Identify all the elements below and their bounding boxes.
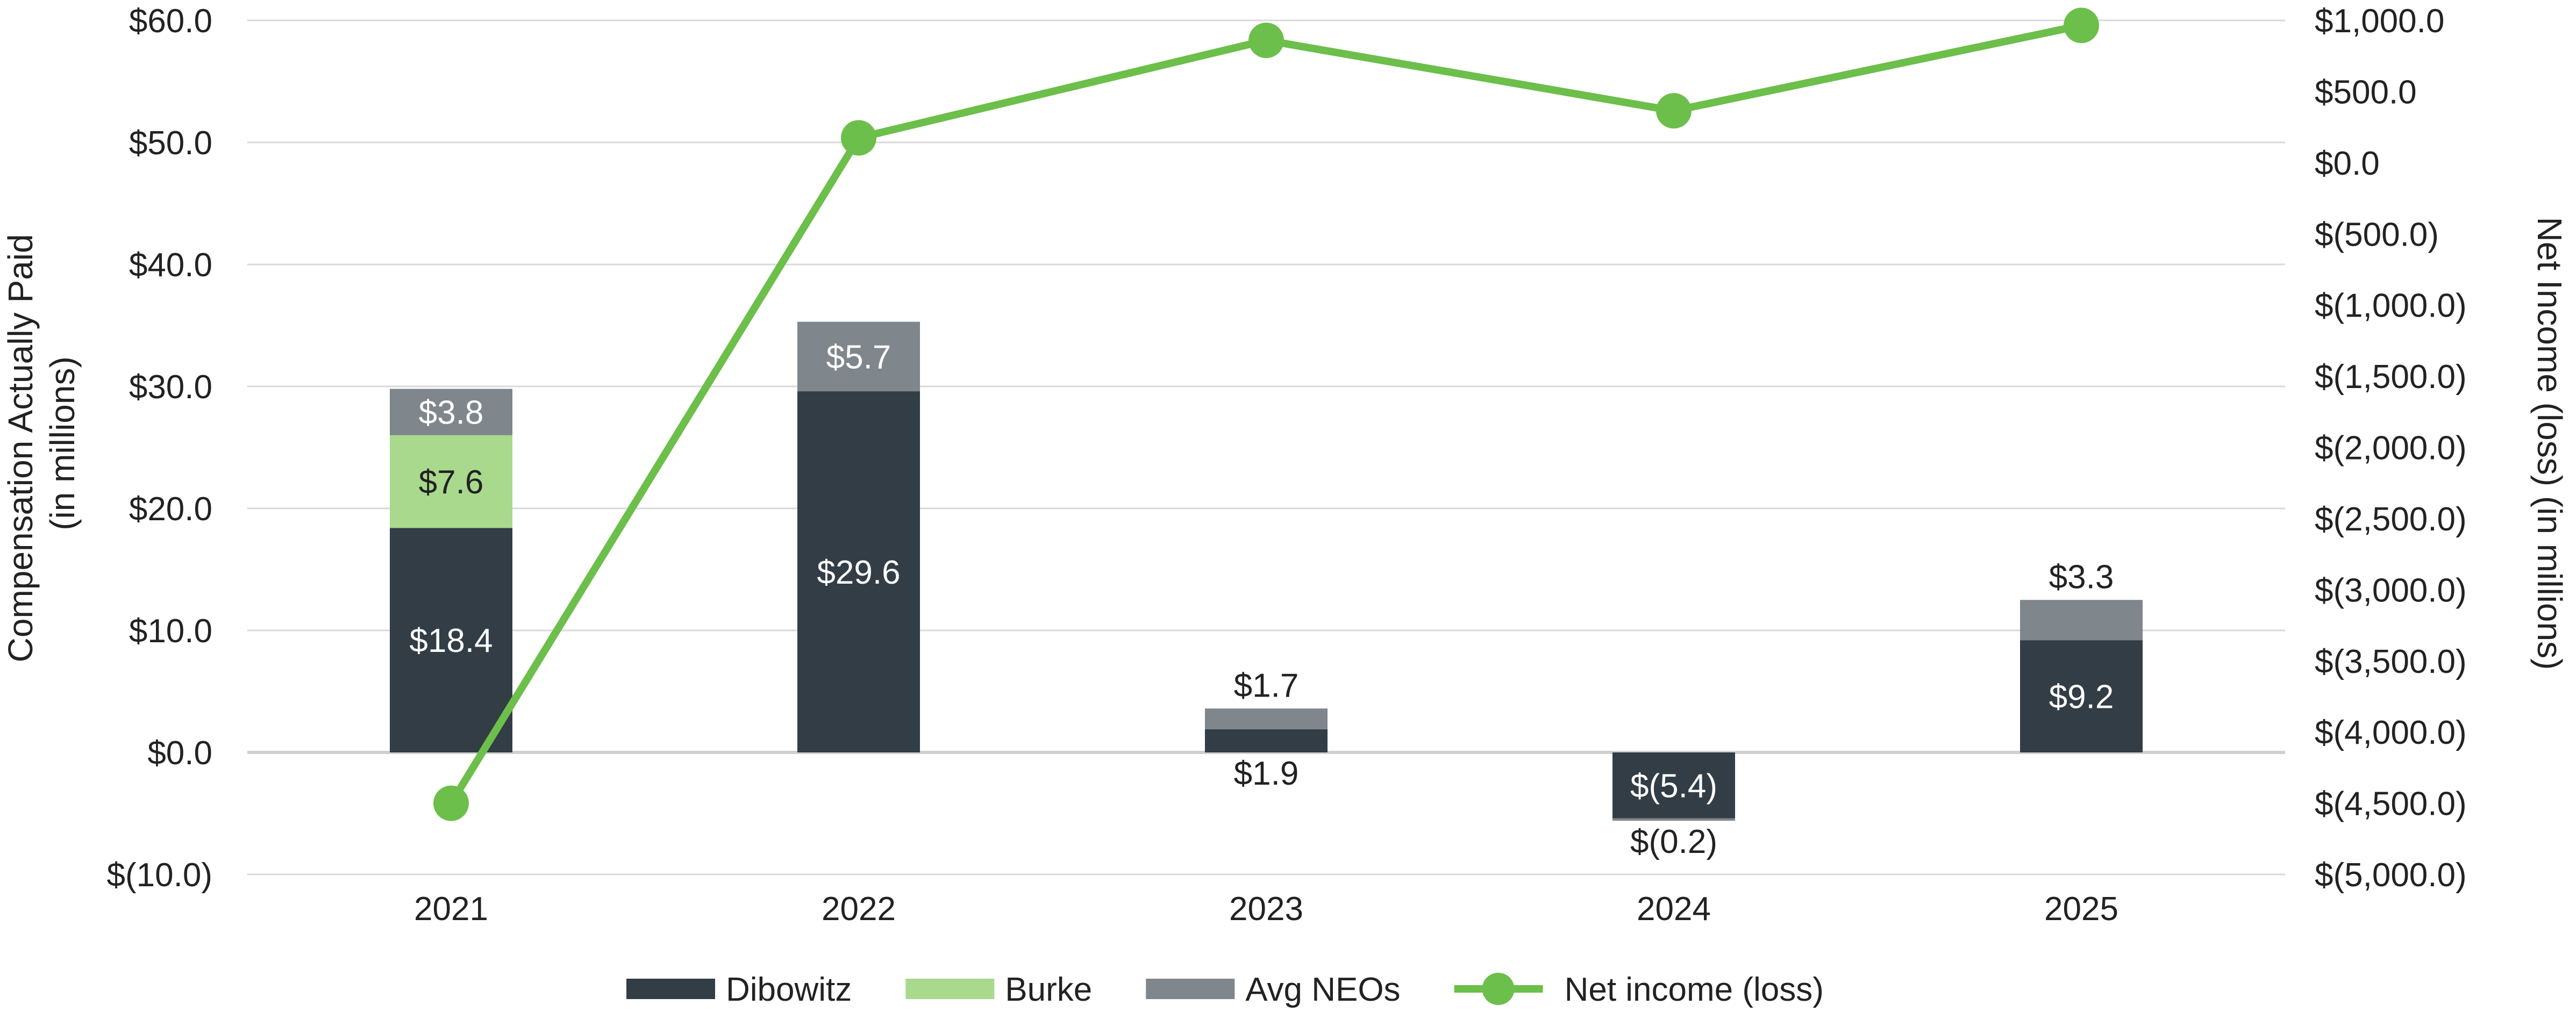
right-tick-label: $1,000.0 (2315, 3, 2444, 40)
x-axis-ticks: 2021 2022 2023 2024 2025 (414, 891, 2118, 928)
left-tick-label: $50.0 (129, 125, 212, 162)
right-tick-label: $(2,000.0) (2315, 430, 2467, 467)
right-tick-label: $(3,000.0) (2315, 572, 2467, 609)
x-tick-label: 2024 (1637, 891, 1711, 928)
right-tick-label: $(3,500.0) (2315, 643, 2467, 680)
left-axis-title-line-2: (in millions) (43, 356, 82, 530)
net-income-line (433, 8, 2099, 821)
net-income-point (841, 120, 876, 156)
right-tick-label: $(2,500.0) (2315, 501, 2467, 538)
bar-data-label: $29.6 (817, 554, 900, 591)
legend-swatch (1146, 979, 1235, 999)
bar-avg-neos (1205, 708, 1328, 729)
legend-label: Dibowitz (726, 971, 852, 1008)
right-tick-label: $(5,000.0) (2315, 857, 2467, 894)
bar-data-label: $18.4 (409, 622, 493, 659)
bar-data-label: $1.9 (1234, 755, 1299, 792)
bar-data-label: $(0.2) (1630, 823, 1717, 860)
left-tick-label: $40.0 (129, 247, 212, 284)
bar-avg-neos (390, 389, 512, 435)
gridlines (247, 19, 2285, 875)
bar-data-label: $9.2 (2049, 679, 2114, 716)
net-income-point (1248, 23, 1284, 59)
left-tick-label: $60.0 (129, 3, 212, 40)
legend-label: Avg NEOs (1245, 971, 1400, 1008)
bar-data-label: $7.6 (419, 464, 484, 501)
legend-label: Net income (loss) (1565, 971, 1824, 1008)
left-tick-label: $10.0 (129, 613, 212, 650)
right-tick-label: $(1,500.0) (2315, 358, 2467, 396)
bar-dibowitz (2020, 640, 2143, 752)
left-axis-title: Compensation Actually Paid (in millions) (1, 225, 82, 663)
bar-burke (390, 435, 512, 528)
legend-label: Burke (1005, 971, 1092, 1008)
bar-avg-neos (1612, 818, 1735, 821)
x-tick-label: 2025 (2044, 891, 2118, 928)
right-tick-label: $(4,500.0) (2315, 786, 2467, 823)
right-axis-ticks: $(5,000.0) $(4,500.0) $(4,000.0) $(3,500.0)… (2315, 3, 2467, 894)
right-tick-label: $0.0 (2315, 145, 2380, 182)
left-axis-title-line-1: Compensation Actually Paid (1, 234, 40, 662)
bar-data-label: $1.7 (1234, 667, 1299, 704)
bar-data-label: $3.8 (419, 394, 484, 432)
left-tick-label: $30.0 (129, 369, 212, 406)
left-axis-ticks: $(10.0) $0.0 $10.0 $20.0 $30.0 $40.0 $50.0 $60.… (107, 3, 212, 894)
legend-line-marker (1482, 973, 1515, 1005)
left-tick-label: $20.0 (129, 491, 212, 528)
left-tick-label: $0.0 (147, 735, 212, 772)
legend-swatch (905, 979, 995, 999)
x-tick-label: 2022 (822, 891, 896, 928)
bar-dibowitz (1612, 752, 1735, 819)
legend: Dibowitz Burke Avg NEOs Net income (loss) (626, 971, 1824, 1008)
bar-avg-neos (2020, 600, 2143, 641)
right-tick-label: $(4,000.0) (2315, 714, 2467, 751)
right-tick-label: $(1,000.0) (2315, 288, 2467, 325)
bar-avg-neos (797, 321, 920, 392)
bar-dibowitz (797, 391, 920, 752)
bar-dibowitz (1205, 729, 1328, 752)
net-income-point (2064, 8, 2099, 44)
x-tick-label: 2021 (414, 891, 488, 928)
bar-data-label: $5.7 (826, 339, 891, 376)
bar-dibowitz (390, 528, 512, 752)
legend-swatch (626, 979, 715, 999)
net-income-point (1656, 93, 1692, 129)
right-axis-title: Net Income (loss) (in millions) (2530, 217, 2569, 670)
bar-data-label: $(5.4) (1630, 767, 1717, 805)
bars: $18.4 $7.6 $3.8 $29.6 $5.7 $1.9 $1.7 $(5.4) $(0.… (390, 321, 2143, 860)
x-tick-label: 2023 (1229, 891, 1303, 928)
left-tick-label: $(10.0) (107, 857, 212, 894)
right-tick-label: $500.0 (2315, 74, 2417, 111)
net-income-point (433, 785, 469, 821)
right-tick-label: $(500.0) (2315, 216, 2439, 253)
bar-data-label: $3.3 (2049, 558, 2114, 595)
